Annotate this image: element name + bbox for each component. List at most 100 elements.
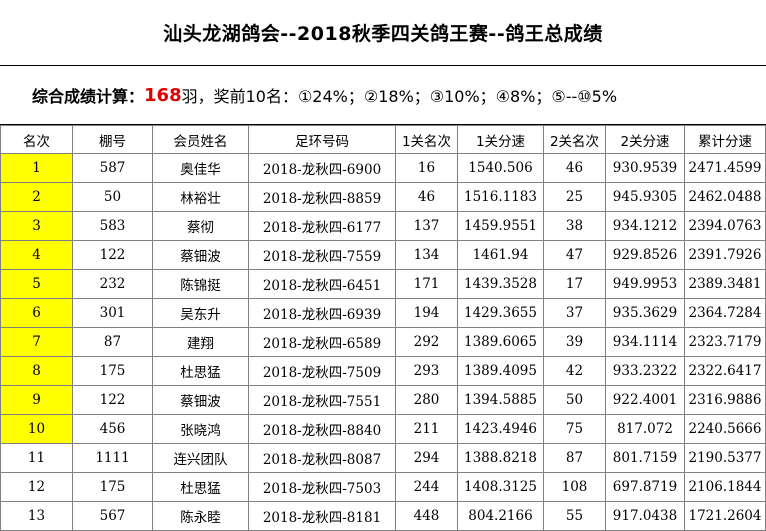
race2-speed-cell[interactable]: 945.9305	[605, 182, 685, 212]
race1-speed-cell[interactable]: 1429.3655	[457, 298, 544, 328]
race1-speed-cell[interactable]: 1389.4095	[457, 356, 544, 386]
loft-cell[interactable]: 50	[72, 182, 153, 212]
ring-number-cell[interactable]: 2018-龙秋四-7503	[248, 472, 396, 502]
loft-cell[interactable]: 1111	[72, 443, 153, 473]
ring-number-cell[interactable]: 2018-龙秋四-8840	[248, 414, 396, 444]
total-speed-cell[interactable]: 2316.9886	[684, 385, 766, 415]
ring-number-cell[interactable]: 2018-龙秋四-7559	[248, 240, 396, 270]
race2-rank-cell[interactable]: 38	[543, 211, 606, 241]
rank-cell[interactable]: 2	[0, 182, 73, 212]
race1-rank-cell[interactable]: 194	[395, 298, 458, 328]
loft-cell[interactable]: 232	[72, 269, 153, 299]
loft-cell[interactable]: 587	[72, 153, 153, 183]
total-speed-cell[interactable]: 2389.3481	[684, 269, 766, 299]
ring-number-cell[interactable]: 2018-龙秋四-8087	[248, 443, 396, 473]
race2-rank-cell[interactable]: 75	[543, 414, 606, 444]
col-header-race2-rank[interactable]: 2关名次	[543, 125, 606, 154]
col-header-ring[interactable]: 足环号码	[248, 125, 396, 154]
ring-number-cell[interactable]: 2018-龙秋四-6451	[248, 269, 396, 299]
member-name-cell[interactable]: 张晓鸿	[152, 414, 249, 444]
total-speed-cell[interactable]: 2471.4599	[684, 153, 766, 183]
rank-cell[interactable]: 10	[0, 414, 73, 444]
race1-rank-cell[interactable]: 46	[395, 182, 458, 212]
race1-speed-cell[interactable]: 1540.506	[457, 153, 544, 183]
race2-rank-cell[interactable]: 55	[543, 501, 606, 531]
race1-rank-cell[interactable]: 448	[395, 501, 458, 531]
race1-speed-cell[interactable]: 1516.1183	[457, 182, 544, 212]
race1-rank-cell[interactable]: 294	[395, 443, 458, 473]
member-name-cell[interactable]: 奥佳华	[152, 153, 249, 183]
member-name-cell[interactable]: 陈永睦	[152, 501, 249, 531]
race1-speed-cell[interactable]: 804.2166	[457, 501, 544, 531]
race1-rank-cell[interactable]: 293	[395, 356, 458, 386]
ring-number-cell[interactable]: 2018-龙秋四-8859	[248, 182, 396, 212]
rank-cell[interactable]: 4	[0, 240, 73, 270]
total-speed-cell[interactable]: 2240.5666	[684, 414, 766, 444]
col-header-member[interactable]: 会员姓名	[152, 125, 249, 154]
race1-speed-cell[interactable]: 1389.6065	[457, 327, 544, 357]
loft-cell[interactable]: 87	[72, 327, 153, 357]
rank-cell[interactable]: 11	[0, 443, 73, 473]
race1-rank-cell[interactable]: 16	[395, 153, 458, 183]
loft-cell[interactable]: 583	[72, 211, 153, 241]
race1-rank-cell[interactable]: 292	[395, 327, 458, 357]
race1-rank-cell[interactable]: 244	[395, 472, 458, 502]
rank-cell[interactable]: 1	[0, 153, 73, 183]
race1-rank-cell[interactable]: 137	[395, 211, 458, 241]
race1-speed-cell[interactable]: 1439.3528	[457, 269, 544, 299]
member-name-cell[interactable]: 蔡彻	[152, 211, 249, 241]
col-header-race2-speed[interactable]: 2关分速	[605, 125, 685, 154]
col-header-race1-rank[interactable]: 1关名次	[395, 125, 458, 154]
loft-cell[interactable]: 175	[72, 472, 153, 502]
rank-cell[interactable]: 3	[0, 211, 73, 241]
total-speed-cell[interactable]: 2364.7284	[684, 298, 766, 328]
member-name-cell[interactable]: 蔡钿波	[152, 385, 249, 415]
race2-rank-cell[interactable]: 50	[543, 385, 606, 415]
total-speed-cell[interactable]: 2190.5377	[684, 443, 766, 473]
member-name-cell[interactable]: 杜思猛	[152, 472, 249, 502]
total-speed-cell[interactable]: 2323.7179	[684, 327, 766, 357]
rank-cell[interactable]: 12	[0, 472, 73, 502]
race2-speed-cell[interactable]: 697.8719	[605, 472, 685, 502]
col-header-rank[interactable]: 名次	[0, 125, 73, 154]
rank-cell[interactable]: 6	[0, 298, 73, 328]
loft-cell[interactable]: 301	[72, 298, 153, 328]
race2-speed-cell[interactable]: 935.3629	[605, 298, 685, 328]
ring-number-cell[interactable]: 2018-龙秋四-8181	[248, 501, 396, 531]
member-name-cell[interactable]: 建翔	[152, 327, 249, 357]
rank-cell[interactable]: 7	[0, 327, 73, 357]
race2-speed-cell[interactable]: 917.0438	[605, 501, 685, 531]
ring-number-cell[interactable]: 2018-龙秋四-7551	[248, 385, 396, 415]
total-speed-cell[interactable]: 2394.0763	[684, 211, 766, 241]
race2-rank-cell[interactable]: 42	[543, 356, 606, 386]
race2-rank-cell[interactable]: 108	[543, 472, 606, 502]
ring-number-cell[interactable]: 2018-龙秋四-6589	[248, 327, 396, 357]
race2-speed-cell[interactable]: 929.8526	[605, 240, 685, 270]
member-name-cell[interactable]: 连兴团队	[152, 443, 249, 473]
race1-rank-cell[interactable]: 171	[395, 269, 458, 299]
loft-cell[interactable]: 567	[72, 501, 153, 531]
race1-rank-cell[interactable]: 134	[395, 240, 458, 270]
loft-cell[interactable]: 122	[72, 240, 153, 270]
col-header-loft[interactable]: 棚号	[72, 125, 153, 154]
ring-number-cell[interactable]: 2018-龙秋四-6177	[248, 211, 396, 241]
race2-rank-cell[interactable]: 39	[543, 327, 606, 357]
race1-rank-cell[interactable]: 211	[395, 414, 458, 444]
race2-rank-cell[interactable]: 37	[543, 298, 606, 328]
rank-cell[interactable]: 9	[0, 385, 73, 415]
race2-speed-cell[interactable]: 922.4001	[605, 385, 685, 415]
member-name-cell[interactable]: 蔡钿波	[152, 240, 249, 270]
race2-speed-cell[interactable]: 801.7159	[605, 443, 685, 473]
race2-rank-cell[interactable]: 17	[543, 269, 606, 299]
col-header-race1-speed[interactable]: 1关分速	[457, 125, 544, 154]
loft-cell[interactable]: 175	[72, 356, 153, 386]
race2-speed-cell[interactable]: 934.1212	[605, 211, 685, 241]
race2-speed-cell[interactable]: 949.9953	[605, 269, 685, 299]
race2-speed-cell[interactable]: 817.072	[605, 414, 685, 444]
race2-speed-cell[interactable]: 930.9539	[605, 153, 685, 183]
race1-speed-cell[interactable]: 1408.3125	[457, 472, 544, 502]
col-header-total-speed[interactable]: 累计分速	[684, 125, 766, 154]
race2-rank-cell[interactable]: 47	[543, 240, 606, 270]
race2-speed-cell[interactable]: 933.2322	[605, 356, 685, 386]
member-name-cell[interactable]: 陈锦挺	[152, 269, 249, 299]
